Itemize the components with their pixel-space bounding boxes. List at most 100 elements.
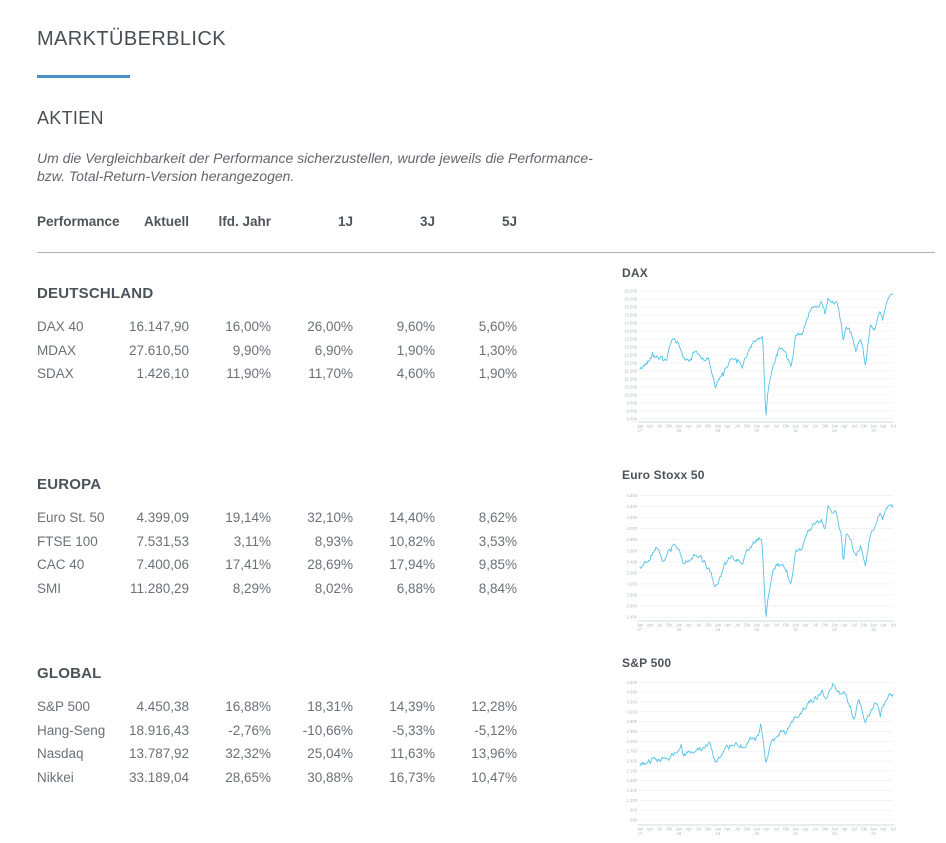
x-axis-label: Jan 19 — [714, 623, 721, 633]
row-value: 30,88% — [307, 769, 353, 785]
row-value: 18.916,43 — [128, 722, 189, 738]
disclaimer-note: Um die Vergleichbarkeit der Performance … — [37, 150, 637, 185]
x-axis-label: Okt — [666, 424, 673, 429]
row-value: 8,62% — [478, 510, 517, 525]
table-row: DAX 40 16.147,90 16,00% 26,00% 9,60% 5,60% — [37, 315, 517, 339]
x-axis-label: Apr — [802, 424, 809, 429]
x-axis-label: Okt — [744, 827, 751, 832]
x-axis-label: Jan 20 — [753, 827, 760, 837]
x-axis-label: Jul — [735, 424, 740, 429]
x-axis-label: Jul — [774, 424, 779, 429]
row-value: 11,90% — [226, 366, 271, 381]
x-axis-label: Jan 20 — [753, 424, 760, 434]
row-value: 4,60% — [396, 366, 435, 381]
x-axis-label: Jul — [657, 424, 662, 429]
x-axis-label: Apr — [802, 623, 809, 628]
y-axis-label: 3.800 — [627, 537, 638, 542]
y-axis-label: 4.800 — [627, 680, 638, 685]
y-axis-label: 2.400 — [627, 615, 638, 620]
table-header-row: Performance Aktuell lfd. Jahr 1J 3J 5J — [37, 214, 517, 229]
chart-title-dax: DAX — [622, 266, 648, 280]
disclaimer-line-2: bzw. Total-Return-Version herangezogen. — [37, 167, 295, 184]
x-axis-label: Okt — [783, 424, 790, 429]
y-axis-label: 15.500 — [624, 305, 637, 310]
x-axis-label: Jan 21 — [792, 827, 799, 837]
row-value: 8,29% — [232, 580, 271, 596]
x-axis-label: Apr — [802, 827, 809, 832]
section-heading: DEUTSCHLAND — [37, 285, 154, 302]
x-axis-label: Jan 23 — [870, 827, 877, 837]
row-label: S&P 500 — [37, 699, 91, 714]
x-axis-label: Apr — [763, 827, 770, 832]
y-axis-label: 2.600 — [627, 604, 638, 609]
x-axis-label: Okt — [666, 827, 673, 832]
x-axis-label: Apr — [646, 827, 653, 832]
row-value: 6,90% — [314, 342, 353, 358]
y-axis-label: 2.400 — [627, 759, 638, 764]
row-value: 1,90% — [478, 366, 517, 381]
table-row: Nikkei 33.189,04 28,65% 30,88% 16,73% 10,47% — [37, 766, 517, 790]
y-axis-label: 3.000 — [627, 581, 638, 586]
y-axis-label: 3.200 — [627, 570, 638, 575]
row-value: 10,47% — [471, 769, 517, 785]
y-axis-label: 12.000 — [624, 360, 637, 365]
x-axis-label: Jan 17 — [637, 827, 644, 837]
table-row: SDAX 1.426,10 11,90% 11,70% 4,60% 1,90% — [37, 362, 517, 386]
table-section-europa: EUROPA Euro St. 50 4.399,09 19,14% 32,10% 14,… — [37, 477, 517, 600]
y-axis-label: 13.000 — [624, 345, 637, 350]
x-axis-label: Jul — [735, 827, 740, 832]
y-axis-label: 3.600 — [627, 719, 638, 724]
row-value: 1.426,10 — [136, 366, 189, 381]
y-axis-label: 9.500 — [627, 400, 638, 405]
y-axis-label: 8.500 — [627, 416, 638, 421]
row-value: 3,53% — [478, 533, 517, 549]
row-value: 13,96% — [471, 746, 517, 761]
row-value: 28,65% — [225, 769, 271, 785]
x-axis-label: Apr — [685, 623, 692, 628]
x-axis-label: Okt — [783, 623, 790, 628]
row-value: 9,90% — [232, 342, 271, 358]
chart-dax: DAX 16.500 16.000 15.500 15.000 14.500 14.000 1… — [620, 266, 946, 438]
x-axis-label: Jul — [851, 424, 856, 429]
x-axis-label: Jan 18 — [676, 424, 683, 434]
row-value: 4.399,09 — [136, 510, 189, 525]
row-value: 5,60% — [478, 319, 517, 334]
row-value: 1,30% — [478, 342, 517, 358]
row-value: 6,88% — [396, 580, 435, 596]
y-axis-label: 4.400 — [627, 504, 638, 509]
row-value: 16.147,90 — [128, 319, 189, 334]
x-axis-label: Jan 22 — [831, 827, 838, 837]
x-axis-label: Okt — [861, 424, 868, 429]
row-value: 16,73% — [389, 769, 435, 785]
table-row: FTSE 100 7.531,53 3,11% 8,93% 10,82% 3,53% — [37, 530, 517, 554]
y-axis-label: 4.600 — [627, 493, 638, 498]
x-axis-label: Okt — [666, 623, 673, 628]
row-value: 12,28% — [471, 699, 517, 714]
x-axis-label: Jul — [890, 424, 895, 429]
row-value: 11.280,29 — [129, 580, 189, 596]
x-axis-label: Apr — [880, 623, 887, 628]
y-axis-label: 12.500 — [624, 353, 637, 358]
x-axis-label: Okt — [705, 827, 712, 832]
row-value: 13.787,92 — [128, 746, 189, 761]
table-row: MDAX 27.610,50 9,90% 6,90% 1,90% 1,30% — [37, 339, 517, 363]
chart-plot-dax: 16.500 16.000 15.500 15.000 14.500 14.000 13.5… — [624, 289, 896, 434]
row-label: SMI — [37, 580, 62, 596]
y-axis-label: 3.900 — [627, 709, 638, 714]
x-axis-label: Jan 21 — [792, 623, 799, 633]
x-axis-label: Okt — [705, 623, 712, 628]
table-row: Hang-Seng 18.916,43 -2,76% -10,66% -5,33% -5,… — [37, 719, 517, 743]
row-value: 32,32% — [225, 746, 271, 761]
y-axis-label: 4.000 — [627, 526, 638, 531]
row-value: 8,02% — [314, 580, 353, 596]
x-axis-label: Okt — [822, 424, 829, 429]
x-axis-label: Okt — [783, 827, 790, 832]
chart-title-euro-stoxx-50: Euro Stoxx 50 — [622, 468, 705, 482]
x-axis-label: Jul — [657, 623, 662, 628]
y-axis-label: 3.000 — [627, 739, 638, 744]
y-axis-label: 15.000 — [624, 313, 637, 318]
x-axis-label: Apr — [685, 424, 692, 429]
row-value: 9,85% — [478, 557, 517, 572]
x-axis-label: Jul — [696, 424, 701, 429]
